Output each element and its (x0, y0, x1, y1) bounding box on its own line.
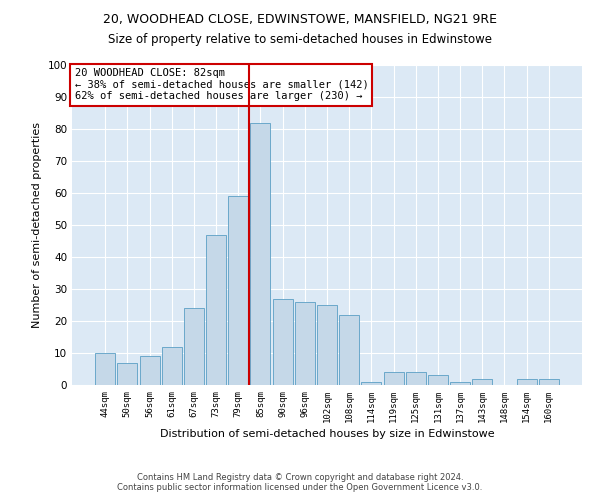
Text: Contains HM Land Registry data © Crown copyright and database right 2024.
Contai: Contains HM Land Registry data © Crown c… (118, 473, 482, 492)
Bar (295, 302, 315, 385)
Y-axis label: Number of semi-detached properties: Number of semi-detached properties (32, 122, 42, 328)
Bar (517, 378, 536, 385)
Bar (95, 353, 115, 385)
Text: 20 WOODHEAD CLOSE: 82sqm
← 38% of semi-detached houses are smaller (142)
62% of : 20 WOODHEAD CLOSE: 82sqm ← 38% of semi-d… (74, 68, 368, 102)
Bar (317, 305, 337, 385)
Bar (250, 122, 271, 385)
Bar (383, 372, 404, 385)
Bar (228, 196, 248, 385)
Bar (472, 378, 492, 385)
Bar (118, 362, 137, 385)
Bar (339, 314, 359, 385)
Bar (184, 308, 204, 385)
Bar (272, 298, 293, 385)
Text: 20, WOODHEAD CLOSE, EDWINSTOWE, MANSFIELD, NG21 9RE: 20, WOODHEAD CLOSE, EDWINSTOWE, MANSFIEL… (103, 12, 497, 26)
Text: Size of property relative to semi-detached houses in Edwinstowe: Size of property relative to semi-detach… (108, 32, 492, 46)
Bar (140, 356, 160, 385)
Bar (539, 378, 559, 385)
Bar (361, 382, 382, 385)
X-axis label: Distribution of semi-detached houses by size in Edwinstowe: Distribution of semi-detached houses by … (160, 429, 494, 439)
Bar (428, 376, 448, 385)
Bar (206, 234, 226, 385)
Bar (450, 382, 470, 385)
Bar (162, 346, 182, 385)
Bar (406, 372, 426, 385)
